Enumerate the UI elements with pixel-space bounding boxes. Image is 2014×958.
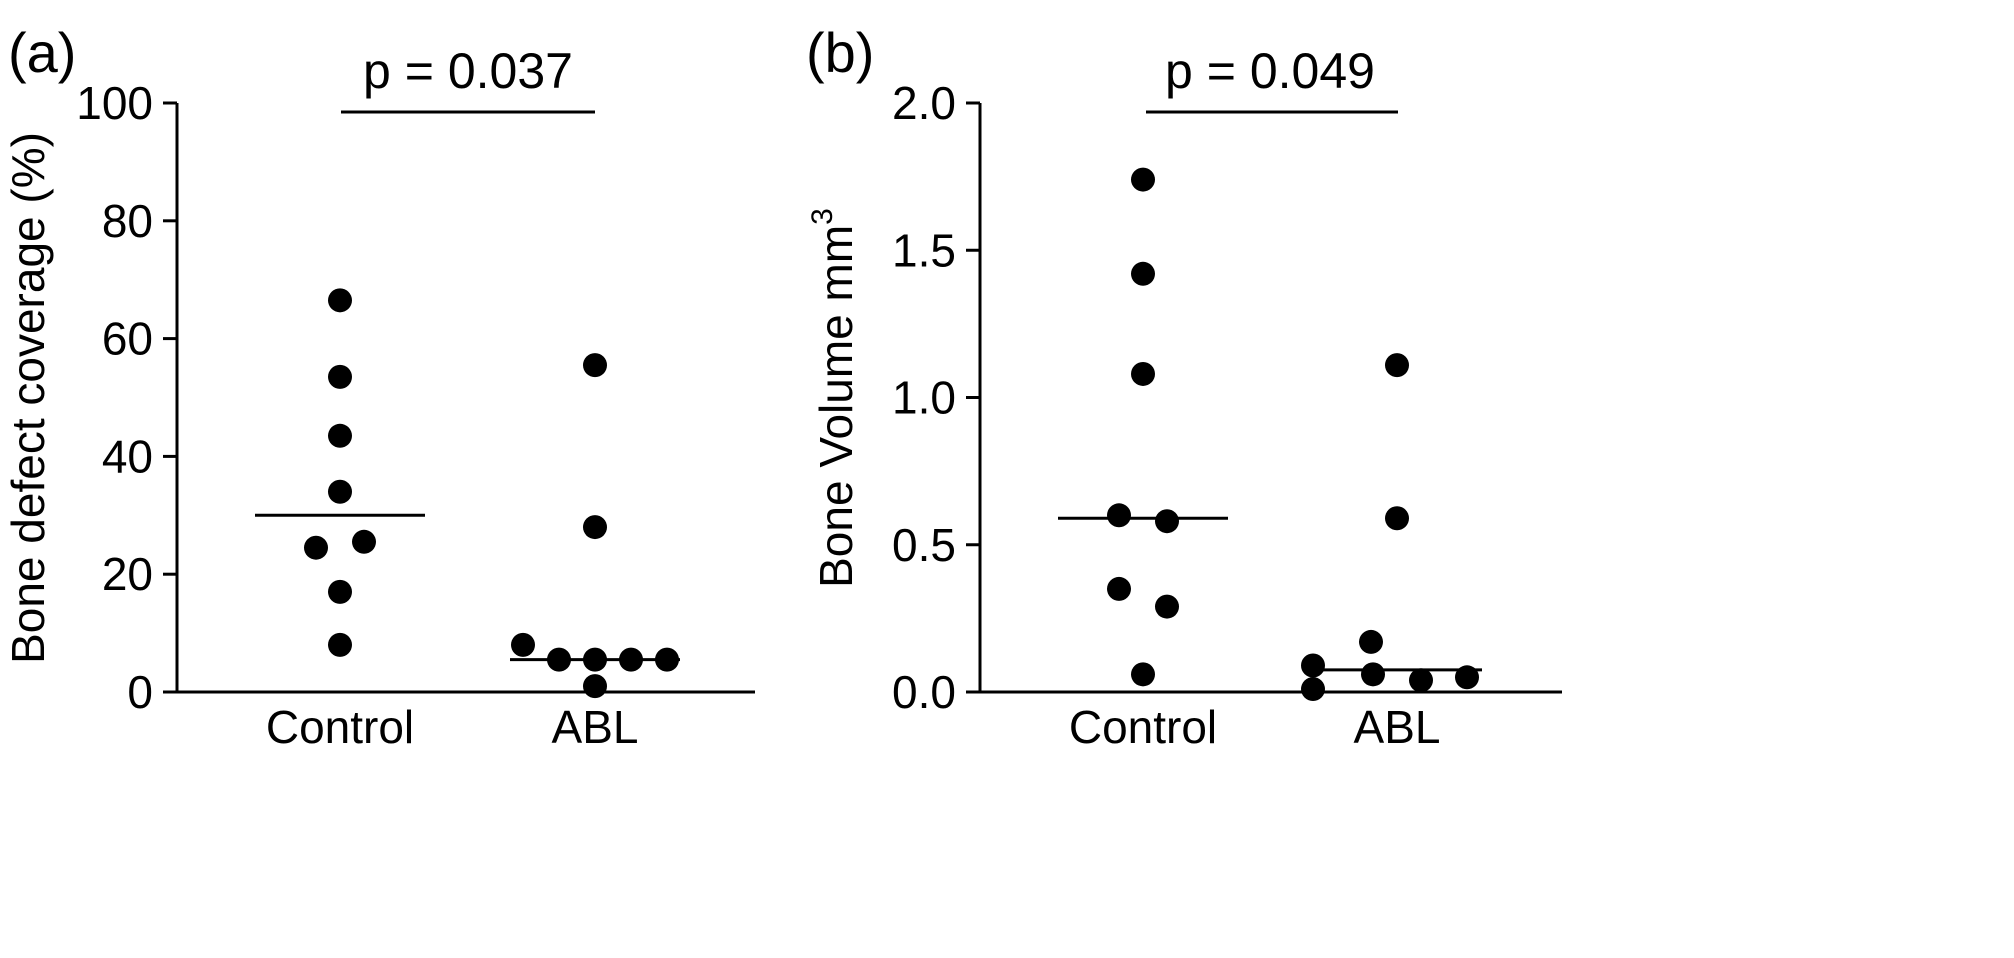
y-tick-label-a: 100 (76, 77, 153, 129)
y-tick-label-a: 40 (102, 430, 153, 482)
data-points-a (304, 288, 679, 699)
y-axis-label-b: Bone Volume mm3 (806, 208, 862, 588)
y-ticks-b: 0.0 0.5 1.0 1.5 2.0 (892, 77, 980, 718)
x-tick-label-abl-b: ABL (1354, 701, 1441, 753)
x-tick-label-abl-a: ABL (552, 701, 639, 753)
data-point-control (328, 288, 352, 313)
panel-label-b: (b) (806, 21, 874, 84)
data-points-b (1107, 167, 1479, 702)
data-point-control (1107, 576, 1131, 601)
data-point-control (1131, 261, 1155, 286)
data-point-control (328, 423, 352, 448)
data-point-abl (1385, 506, 1409, 531)
panel-a: (a) p = 0.037 Bone defect coverage (%) 0… (2, 21, 755, 753)
y-axis-label-b-main: Bone Volume mm (810, 225, 862, 588)
y-tick-label-b: 0.0 (892, 666, 956, 718)
panel-b: (b) p = 0.049 Bone Volume mm3 0.0 0.5 1.0 1… (806, 21, 1562, 753)
data-point-abl (1301, 653, 1325, 678)
data-point-control (1155, 509, 1179, 534)
y-tick-label-b: 1.0 (892, 372, 956, 424)
y-tick-label-a: 80 (102, 195, 153, 247)
y-ticks-a: 0 20 40 60 80 100 (76, 77, 177, 718)
panel-label-a: (a) (8, 21, 76, 84)
data-point-control (1155, 594, 1179, 619)
median-lines-a (255, 513, 680, 662)
data-point-abl (1385, 353, 1409, 378)
data-point-abl (1359, 629, 1383, 654)
data-point-control (1131, 167, 1155, 192)
p-value-a: p = 0.037 (363, 43, 573, 99)
data-point-control (1107, 503, 1131, 528)
x-tick-label-control-b: Control (1069, 701, 1217, 753)
data-point-control (1131, 361, 1155, 386)
data-point-control (304, 535, 328, 560)
data-point-abl (511, 632, 535, 657)
median-lines-b (1058, 516, 1482, 672)
p-value-b: p = 0.049 (1165, 43, 1375, 99)
data-point-abl (583, 674, 607, 699)
data-point-control (328, 579, 352, 604)
y-tick-label-b: 0.5 (892, 519, 956, 571)
data-point-abl (583, 353, 607, 378)
y-axis-label-a: Bone defect coverage (%) (2, 132, 54, 664)
y-axis-label-b-sup: 3 (806, 208, 839, 225)
y-tick-label-b: 1.5 (892, 224, 956, 276)
data-point-abl (1301, 677, 1325, 702)
x-tick-label-control-a: Control (266, 701, 414, 753)
data-point-control (1131, 662, 1155, 687)
data-point-control (328, 632, 352, 657)
y-tick-label-a: 60 (102, 313, 153, 365)
data-point-abl (1361, 662, 1385, 687)
data-point-control (328, 479, 352, 504)
data-point-abl (1409, 668, 1433, 693)
data-point-control (352, 529, 376, 554)
y-tick-label-a: 20 (102, 548, 153, 600)
data-point-control (328, 364, 352, 389)
y-tick-label-b: 2.0 (892, 77, 956, 129)
data-point-abl (583, 515, 607, 540)
y-tick-label-a: 0 (127, 666, 153, 718)
